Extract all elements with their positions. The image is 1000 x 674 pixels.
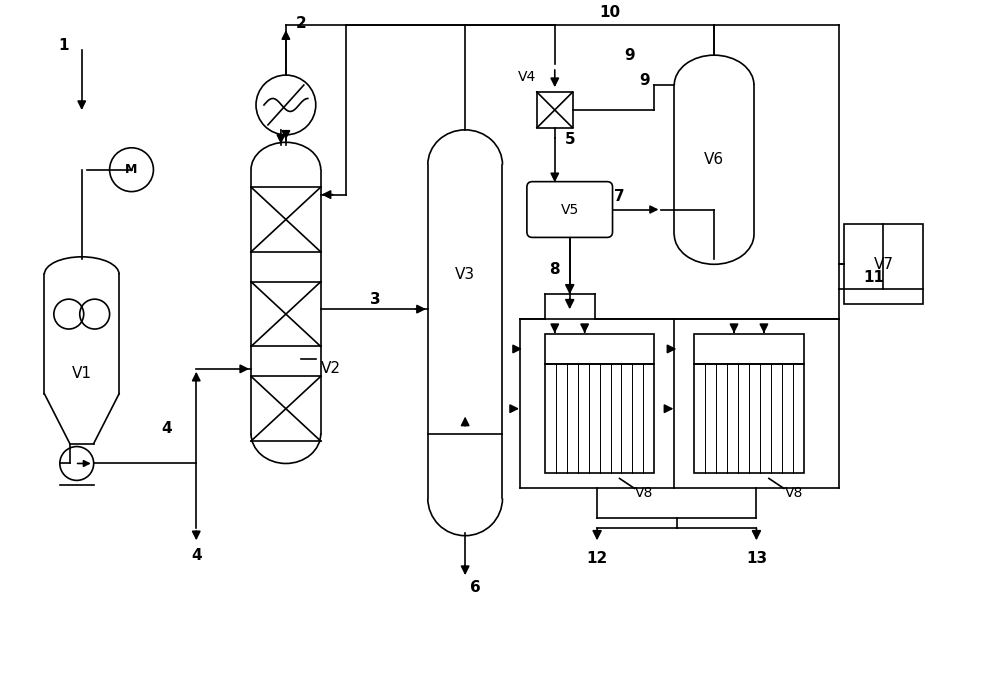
Text: 11: 11 [863,270,884,284]
Text: 2: 2 [295,16,306,31]
Text: V7: V7 [873,257,893,272]
Text: V6: V6 [704,152,724,167]
Text: V1: V1 [72,367,92,381]
Text: V8: V8 [785,487,803,500]
Text: 12: 12 [586,551,608,565]
Text: 4: 4 [161,421,172,436]
Text: 13: 13 [746,551,767,565]
Text: 1: 1 [59,38,69,53]
Text: V4: V4 [518,70,536,84]
Bar [694,364,804,473]
Text: V2: V2 [321,361,341,376]
Text: 5: 5 [564,132,575,148]
Text: V3: V3 [455,267,475,282]
Bar [545,364,654,473]
Text: 7: 7 [614,189,625,204]
Text: 10: 10 [599,5,620,20]
Bar [694,334,804,364]
Text: M: M [125,163,138,176]
Bar [844,224,923,304]
Text: 9: 9 [639,73,650,88]
Text: 6: 6 [470,580,480,595]
Text: V5: V5 [561,202,579,216]
Text: 9: 9 [624,48,635,63]
Text: 4: 4 [191,547,202,563]
Text: 8: 8 [549,262,560,277]
Text: V8: V8 [635,487,654,500]
Text: 3: 3 [370,292,381,307]
Bar [545,334,654,364]
